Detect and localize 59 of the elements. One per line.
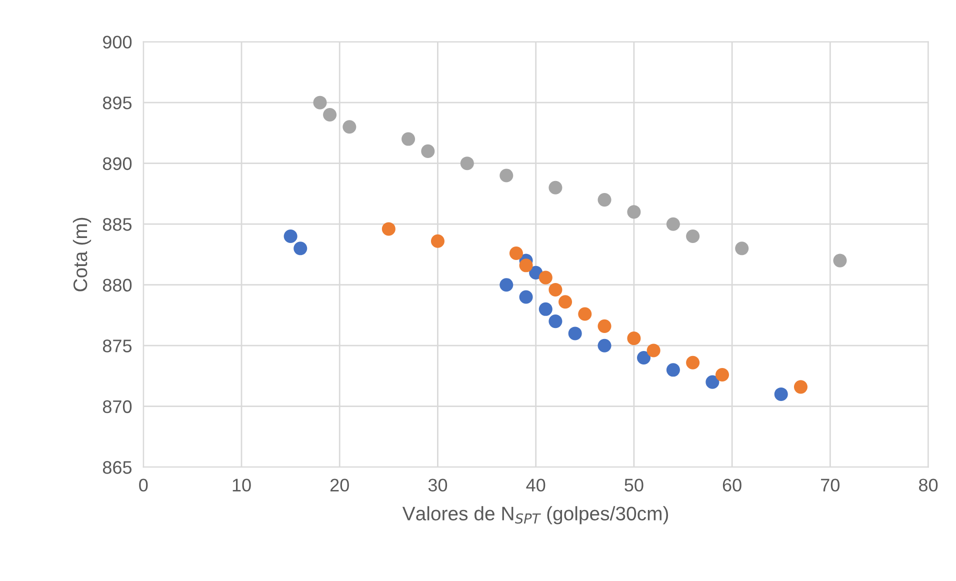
x-tick-label: 20 [330, 478, 349, 492]
y-tick-label: 870 [102, 400, 132, 414]
point [519, 258, 533, 272]
point [598, 338, 612, 352]
y-tick-label: 900 [103, 36, 132, 49]
y-tick-label: 875 [102, 340, 132, 352]
x-tick-label: 50 [624, 478, 644, 492]
point [598, 193, 612, 207]
point [294, 242, 308, 256]
point [568, 326, 582, 340]
y-tick-label: 865 [102, 461, 132, 474]
point [706, 375, 720, 389]
point [313, 96, 327, 110]
point [402, 132, 416, 146]
x-tick-label: 70 [821, 478, 840, 492]
point [578, 307, 592, 321]
point [666, 363, 680, 377]
point [342, 120, 356, 134]
point [382, 222, 396, 236]
point [627, 205, 641, 219]
x-tick-label: 0 [139, 478, 148, 492]
point [666, 217, 680, 231]
point [519, 290, 533, 304]
point [509, 246, 523, 260]
x-tick-label: 60 [722, 478, 742, 492]
point [646, 344, 660, 358]
point [686, 356, 700, 370]
point [284, 229, 298, 244]
y-axis-title: Cota (m) [72, 218, 92, 292]
x-tick-label: 40 [526, 478, 546, 492]
point [538, 302, 552, 316]
x-tick-label: 10 [232, 478, 251, 492]
y-tick-label: 880 [102, 278, 132, 292]
point [421, 144, 435, 158]
point [548, 180, 562, 194]
point [598, 319, 612, 333]
y-tick-label: 885 [102, 218, 132, 231]
point [548, 314, 562, 328]
point [460, 156, 474, 170]
point [833, 254, 847, 268]
point [500, 278, 514, 292]
point [627, 332, 641, 346]
point [735, 242, 749, 256]
point [323, 108, 337, 122]
point [500, 168, 514, 182]
point [774, 387, 788, 401]
y-tick-label: 895 [102, 96, 132, 110]
y-tick-label: 890 [102, 157, 132, 170]
x-tick-label: 80 [919, 478, 938, 492]
x-axis-title: Valores de N$_{SPT}$ (golpes/30cm) [402, 506, 668, 524]
point [430, 234, 444, 248]
point [794, 380, 808, 394]
x-tick-label: 30 [428, 478, 448, 492]
point [636, 350, 651, 365]
point [548, 282, 562, 296]
point [715, 368, 730, 382]
point [538, 270, 552, 284]
point [558, 295, 572, 309]
point [686, 229, 700, 244]
